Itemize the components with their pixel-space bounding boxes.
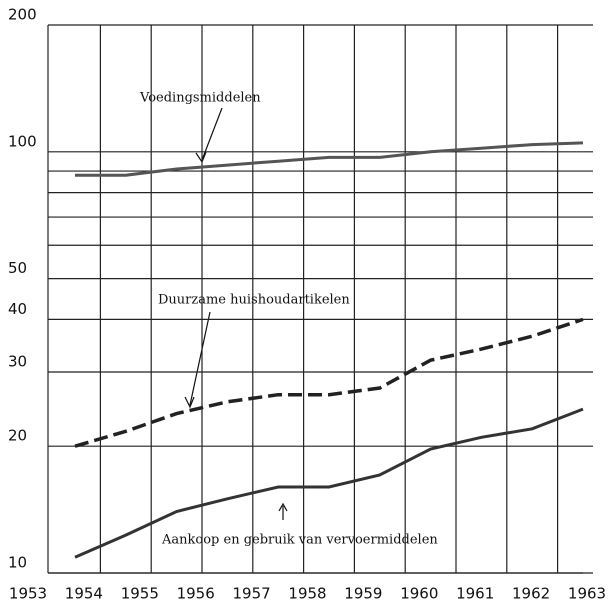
arrow-head: [184, 396, 195, 409]
x-tick-label: 1963: [568, 585, 606, 603]
arrow-head: [278, 502, 288, 512]
line: [74, 407, 584, 559]
x-tick-label: 1958: [288, 585, 326, 603]
x-tick-label: 1957: [233, 585, 271, 603]
line: [75, 141, 584, 177]
y-tick-label: 20: [8, 427, 27, 445]
x-tick-label: 1959: [344, 585, 382, 603]
x-tick-label: 1960: [400, 585, 438, 603]
y-tick-label: 40: [8, 300, 27, 318]
x-tick-label: 1962: [512, 585, 550, 603]
x-tick-label: 1955: [121, 585, 159, 603]
annotation: Duurzame huishoudartikelen: [158, 293, 350, 308]
y-tick-label: 100: [8, 132, 37, 150]
arrow: [189, 311, 211, 406]
x-tick-label: 1961: [456, 585, 494, 603]
line: [74, 317, 584, 448]
y-tick-label: 30: [8, 353, 27, 371]
x-tick-label: 1954: [65, 585, 103, 603]
y-tick-label: 10: [8, 554, 27, 572]
annotation: Aankoop en gebruik van vervoermiddelen: [161, 533, 438, 548]
y-tick-label: 50: [8, 259, 27, 277]
annotation: Voedingsmiddelen: [139, 91, 261, 106]
y-tick-label: 200: [8, 6, 37, 24]
x-tick-label: 1953: [9, 585, 47, 603]
x-tick-label: 1956: [177, 585, 215, 603]
